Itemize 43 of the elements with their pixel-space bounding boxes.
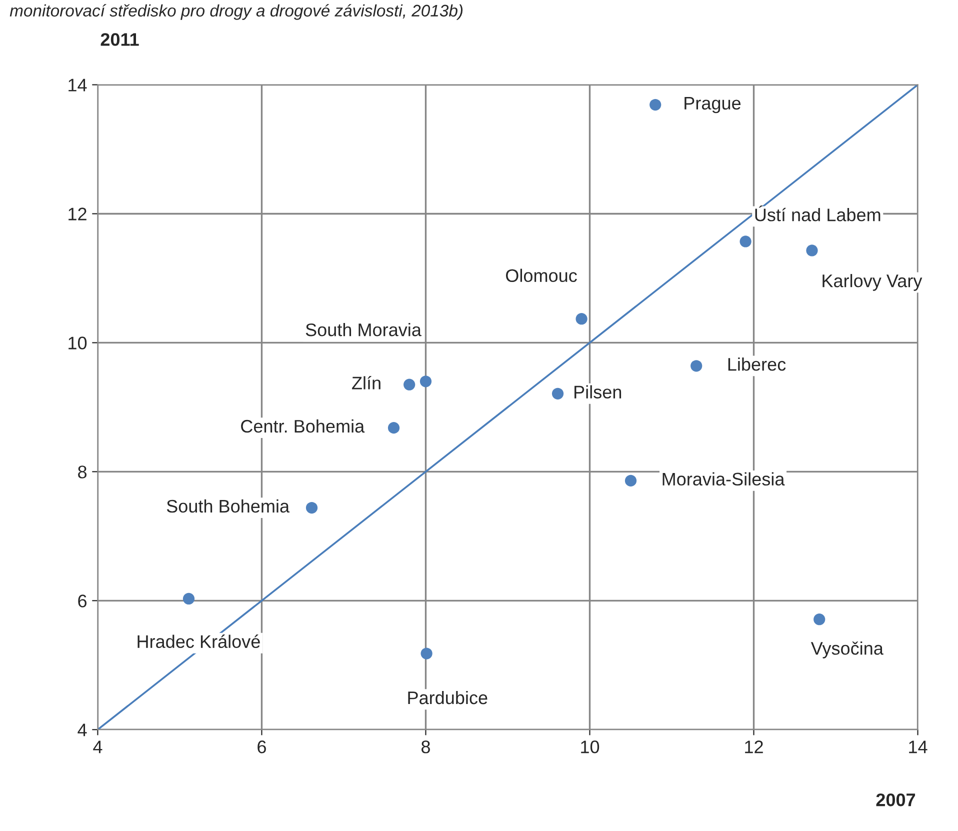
point [388,422,400,434]
point [650,98,662,111]
annotation: Centr. Bohemia [241,419,365,433]
annotation: Olomouc [506,268,577,282]
annotation: Vysočina [810,641,884,658]
y-tick-label: 12 [68,208,86,220]
annotation: Moravia-Silesia [662,472,785,486]
x-tick-label: 10 [581,740,600,754]
annotation: South Bohemia [166,499,290,513]
annotation: Ústí nad Labem [755,205,880,222]
annotation: Pilsen [574,385,622,398]
annotation: Pardubice [408,690,488,704]
x-tick-label: 14 [909,740,928,754]
annotation: Karlovy Vary [822,274,922,291]
point [404,378,416,390]
y-tick-label: 4 [78,724,87,736]
annotation: Hradec Králové [138,634,260,648]
point [306,502,318,514]
x-axis-title: 2007 [876,793,916,806]
point [420,648,432,660]
annotation: South Moravia [306,322,422,336]
x-tick-label: 12 [745,740,763,754]
point [182,592,195,605]
y-tick-label: 6 [78,594,87,608]
point [690,360,702,372]
point [420,376,432,388]
point [806,244,818,256]
point [814,614,826,626]
annotation: Prague [684,97,741,114]
annotation: Zlín [352,376,380,390]
x-tick-label: 8 [422,740,430,754]
point [552,388,564,400]
y-tick-label: 8 [78,466,87,478]
point [576,313,588,325]
y-axis-title: 2011 [100,33,139,46]
x-tick-label: 6 [258,740,266,754]
annotation: Liberec [728,358,786,371]
x-tick-label: 4 [93,740,102,754]
point [624,474,637,487]
y-tick-label: 10 [68,336,87,350]
y-tick-label: 14 [68,78,87,92]
point [740,236,752,248]
text: monitorovací středisko pro drogy a drogové závislosti, 2013b) [10,4,463,20]
